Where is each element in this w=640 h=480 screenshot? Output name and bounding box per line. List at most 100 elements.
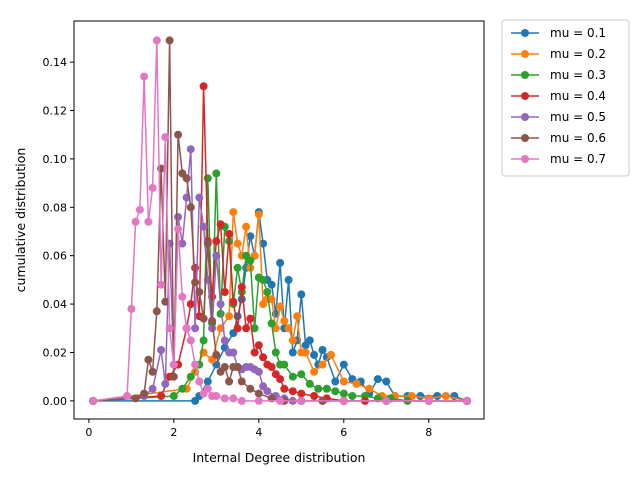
legend-label: mu = 0.4 (550, 89, 606, 103)
data-point (212, 251, 221, 260)
data-point (195, 288, 204, 296)
data-point (237, 396, 246, 405)
data-point (365, 384, 374, 393)
data-point (322, 384, 331, 393)
data-point (140, 389, 149, 398)
data-point (305, 336, 314, 345)
data-point (229, 297, 238, 306)
legend-entry: mu = 0.5 (511, 110, 606, 124)
series-3 (89, 169, 471, 405)
data-point (165, 324, 174, 333)
data-point (161, 297, 170, 306)
data-point (195, 377, 204, 386)
legend-marker (521, 92, 529, 100)
data-point (148, 384, 157, 393)
legend-marker (521, 155, 529, 163)
data-point (259, 239, 268, 248)
legend-marker (521, 50, 529, 58)
data-point (297, 389, 306, 398)
data-point (352, 379, 361, 388)
data-point (233, 263, 242, 272)
data-point (259, 353, 268, 362)
legend-entry: mu = 0.3 (511, 68, 606, 82)
data-point (233, 324, 242, 333)
y-axis: 0.00 0.02 0.04 0.06 0.08 0.10 0.12 0.14 (43, 56, 74, 408)
data-point (310, 367, 319, 376)
data-point (174, 213, 183, 221)
data-point (267, 363, 276, 371)
x-axis-label: Internal Degree distribution (193, 450, 366, 465)
data-point (267, 280, 276, 289)
data-point (276, 302, 285, 311)
x-tick-label: 8 (425, 426, 432, 439)
data-point (199, 82, 208, 91)
data-point (246, 256, 255, 265)
y-axis-label: cumulative distribution (13, 148, 28, 293)
data-point (186, 372, 195, 381)
data-point (237, 377, 246, 386)
x-tick-label: 4 (255, 426, 262, 439)
data-point (220, 363, 229, 371)
data-point (127, 304, 136, 313)
data-point (310, 392, 319, 400)
data-point (314, 384, 323, 393)
legend-entry: mu = 0.2 (511, 47, 606, 61)
data-point (208, 317, 217, 325)
data-point (161, 133, 170, 142)
legend-entry: mu = 0.4 (511, 89, 606, 103)
legend-entry: mu = 0.6 (511, 131, 606, 145)
data-point (182, 174, 191, 183)
data-point (233, 363, 242, 371)
plot-area (89, 36, 471, 405)
data-point (174, 130, 183, 139)
legend-entry: mu = 0.7 (511, 152, 606, 166)
data-point (276, 396, 285, 405)
data-point (203, 174, 212, 183)
data-point (186, 336, 195, 345)
data-point (254, 367, 263, 376)
y-tick-label: 0.08 (43, 201, 68, 214)
data-point (123, 392, 132, 400)
data-point (157, 346, 166, 354)
series-7 (89, 36, 471, 405)
legend-label: mu = 0.2 (550, 47, 606, 61)
data-point (157, 392, 166, 400)
data-point (288, 336, 297, 345)
data-point (348, 392, 357, 400)
data-point (178, 239, 187, 248)
data-point (293, 312, 302, 321)
data-point (169, 392, 178, 400)
data-point (250, 348, 259, 357)
data-point (191, 278, 200, 287)
data-point (229, 348, 238, 357)
data-point (288, 387, 297, 396)
data-point (254, 341, 263, 350)
data-point (225, 377, 234, 386)
data-point (144, 355, 153, 364)
data-point (203, 377, 212, 386)
data-point (242, 222, 251, 231)
data-point (225, 312, 234, 321)
data-point (331, 377, 340, 386)
legend[interactable]: mu = 0.1 mu = 0.2 mu = 0.3 mu = 0.4 mu = 0.5… (501, 19, 630, 177)
data-point (225, 229, 234, 238)
legend-label: mu = 0.5 (550, 110, 606, 124)
data-point (216, 220, 225, 229)
data-point (305, 379, 314, 388)
data-point (152, 36, 161, 45)
data-point (246, 314, 255, 323)
data-point (182, 324, 191, 333)
data-point (301, 348, 310, 357)
data-point (463, 396, 471, 405)
data-point (186, 300, 195, 309)
data-point (433, 392, 442, 400)
y-tick-label: 0.14 (43, 56, 68, 69)
data-point (284, 275, 293, 284)
data-point (254, 389, 263, 398)
data-point (169, 372, 178, 381)
y-tick-label: 0.06 (43, 250, 68, 263)
data-point (186, 145, 195, 154)
data-point (288, 348, 297, 357)
data-point (199, 314, 208, 323)
plot-frame (73, 20, 485, 420)
